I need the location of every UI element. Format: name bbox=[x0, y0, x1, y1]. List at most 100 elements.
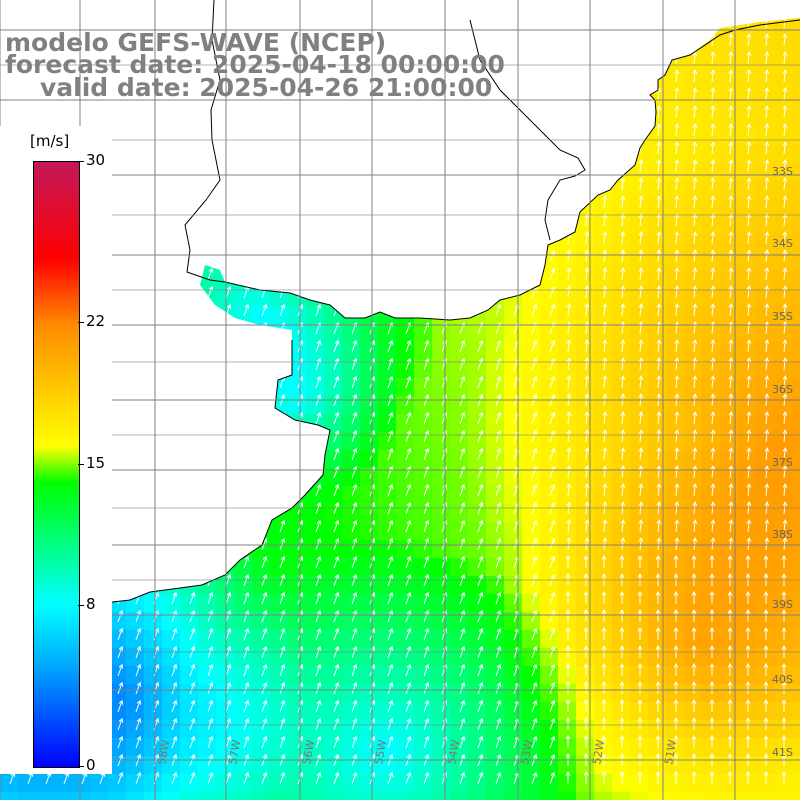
wind-arrow bbox=[243, 303, 250, 317]
speed-cell bbox=[720, 648, 739, 667]
wind-arrow bbox=[315, 627, 322, 641]
speed-cell bbox=[396, 666, 415, 685]
wind-arrow bbox=[637, 734, 643, 748]
wind-arrow bbox=[709, 698, 715, 712]
wind-arrow bbox=[656, 231, 662, 245]
wind-arrow bbox=[638, 465, 644, 479]
wind-arrow bbox=[549, 681, 556, 695]
wind-arrow bbox=[782, 411, 788, 425]
speed-cell bbox=[594, 450, 613, 469]
speed-cell bbox=[756, 288, 775, 307]
wind-arrow bbox=[315, 483, 322, 497]
speed-cell bbox=[306, 360, 325, 379]
speed-cell bbox=[306, 612, 325, 631]
speed-cell bbox=[612, 774, 631, 793]
wind-arrow bbox=[189, 681, 196, 695]
speed-cell bbox=[630, 756, 649, 775]
wind-arrow bbox=[333, 591, 340, 605]
speed-cell bbox=[288, 630, 307, 649]
wind-arrow bbox=[495, 411, 502, 425]
speed-cell bbox=[414, 324, 433, 343]
wind-arrow bbox=[763, 734, 769, 748]
speed-cell bbox=[252, 612, 271, 631]
wind-arrow bbox=[620, 537, 626, 551]
wind-arrow bbox=[764, 177, 770, 191]
wind-arrow bbox=[477, 717, 484, 731]
speed-cell bbox=[414, 576, 433, 595]
speed-cell bbox=[342, 612, 361, 631]
speed-cell bbox=[684, 774, 703, 793]
wind-arrow bbox=[602, 339, 608, 353]
wind-arrow bbox=[549, 519, 556, 533]
wind-arrow bbox=[405, 555, 412, 569]
speed-cell bbox=[486, 306, 505, 325]
speed-cell bbox=[630, 306, 649, 325]
speed-cell bbox=[576, 342, 595, 361]
wind-arrow bbox=[584, 519, 590, 533]
speed-cell bbox=[756, 324, 775, 343]
speed-cell bbox=[360, 720, 379, 739]
wind-arrow bbox=[601, 716, 607, 730]
speed-cell bbox=[126, 666, 145, 685]
speed-cell bbox=[252, 702, 271, 721]
speed-cell bbox=[630, 558, 649, 577]
speed-cell bbox=[684, 540, 703, 559]
wind-arrow bbox=[638, 213, 644, 227]
wind-arrow bbox=[225, 663, 232, 677]
wind-arrow bbox=[333, 339, 340, 353]
wind-arrow bbox=[745, 554, 751, 568]
wind-arrow bbox=[745, 734, 751, 748]
speed-cell bbox=[324, 450, 343, 469]
speed-cell bbox=[252, 306, 271, 325]
speed-cell bbox=[360, 522, 379, 541]
speed-cell bbox=[666, 234, 685, 253]
speed-cell bbox=[756, 126, 775, 145]
wind-arrow bbox=[764, 249, 770, 263]
speed-cell bbox=[702, 684, 721, 703]
speed-cell bbox=[594, 414, 613, 433]
wind-arrow bbox=[638, 537, 644, 551]
wind-arrow bbox=[620, 447, 626, 461]
speed-cell bbox=[540, 702, 559, 721]
speed-cell bbox=[558, 684, 577, 703]
wind-arrow bbox=[602, 447, 608, 461]
speed-cell bbox=[792, 432, 800, 451]
speed-cell bbox=[450, 576, 469, 595]
wind-arrow bbox=[584, 213, 590, 227]
wind-arrow bbox=[531, 429, 538, 443]
speed-cell bbox=[702, 342, 721, 361]
speed-cell bbox=[162, 702, 181, 721]
speed-cell bbox=[306, 396, 325, 415]
wind-arrow bbox=[351, 465, 358, 479]
wind-arrow bbox=[261, 303, 268, 317]
wind-arrow bbox=[674, 411, 680, 425]
wind-arrow bbox=[459, 375, 466, 389]
speed-cell bbox=[594, 198, 613, 217]
wind-arrow bbox=[405, 663, 412, 677]
speed-cell bbox=[648, 648, 667, 667]
speed-cell bbox=[450, 720, 469, 739]
speed-cell bbox=[738, 72, 757, 91]
speed-cell bbox=[252, 288, 271, 307]
wind-arrow bbox=[495, 717, 502, 731]
speed-cell bbox=[486, 342, 505, 361]
speed-cell bbox=[702, 450, 721, 469]
wind-arrow bbox=[495, 465, 502, 479]
speed-cell bbox=[306, 576, 325, 595]
wind-arrow bbox=[602, 357, 608, 371]
speed-cell bbox=[756, 414, 775, 433]
wind-arrow bbox=[691, 698, 697, 712]
wind-arrow bbox=[674, 123, 680, 137]
speed-cell bbox=[792, 252, 800, 271]
wind-arrow bbox=[655, 590, 661, 604]
wind-arrow bbox=[261, 555, 268, 569]
speed-cell bbox=[342, 594, 361, 613]
latitude-label: 39S bbox=[772, 598, 793, 611]
speed-cell bbox=[144, 702, 163, 721]
speed-cell bbox=[162, 612, 181, 631]
speed-cell bbox=[702, 90, 721, 109]
wind-arrow bbox=[584, 231, 590, 245]
speed-cell bbox=[720, 36, 739, 55]
wind-arrow bbox=[619, 554, 625, 568]
latitude-label: 34S bbox=[772, 237, 793, 250]
